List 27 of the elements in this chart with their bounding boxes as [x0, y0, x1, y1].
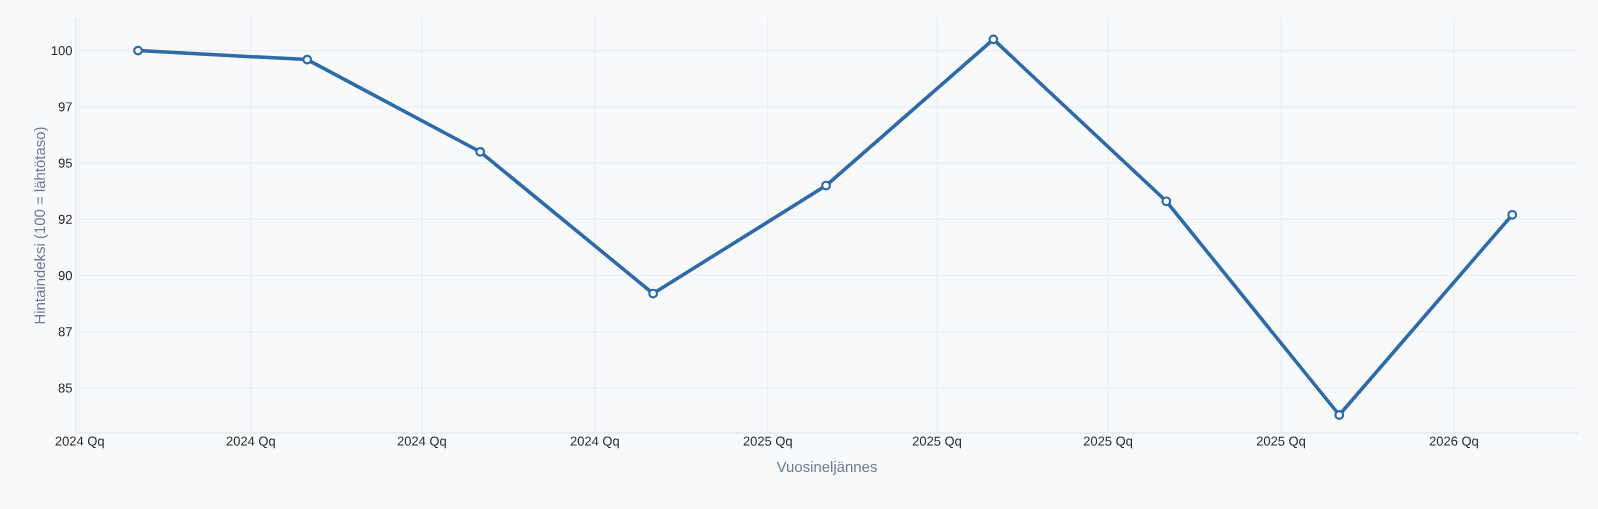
point — [821, 180, 831, 191]
y-tick-label: 95 — [58, 158, 72, 168]
point — [648, 288, 659, 299]
point — [302, 54, 313, 65]
point — [1507, 209, 1518, 220]
x-axis-title: Vuosineljännes — [776, 461, 877, 476]
x-tick-label: 2024 Qq — [570, 436, 619, 449]
y-tick-label: 92 — [58, 214, 72, 224]
point — [133, 45, 143, 56]
x-tick-label: 2025 Qq — [1083, 436, 1133, 449]
y-axis-title: Hintaindeksi (100 = lähtötaso) — [34, 127, 49, 324]
point — [475, 146, 486, 157]
y-tick-label: 85 — [58, 383, 72, 393]
y-tick-label: 97 — [58, 102, 72, 112]
x-tick-label: 2025 Qq — [912, 436, 961, 449]
x-tick-label: 2025 Qq — [1256, 436, 1305, 449]
point — [1161, 196, 1172, 207]
y-tick-label: 100 — [51, 46, 72, 56]
x-tick-label: 2024 Qq — [397, 436, 446, 449]
x-tick-label: 2026 Qq — [1429, 436, 1478, 449]
point — [988, 34, 999, 45]
y-tick-label: 87 — [58, 327, 72, 337]
x-tick-label: 2024 Qq — [226, 436, 275, 449]
x-tick-label: 2025 Qq — [743, 436, 792, 449]
y-tick-label: 90 — [58, 270, 72, 281]
x-tick-label: 2024 Qq — [55, 436, 104, 449]
point — [1334, 410, 1345, 420]
